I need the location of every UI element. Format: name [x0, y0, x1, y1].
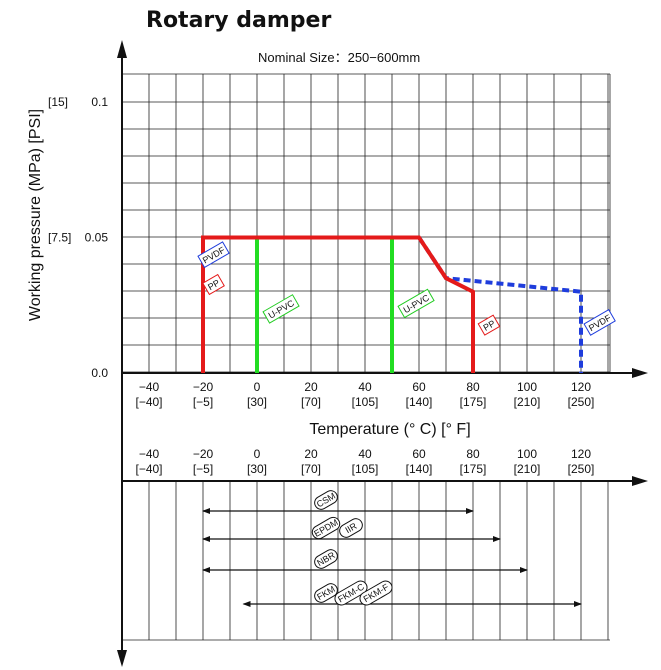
- material-label-box: [202, 273, 225, 296]
- material-label: U-PVC: [397, 288, 435, 319]
- range-label-box: [314, 549, 338, 569]
- x-axis-arrow-upper: [632, 368, 648, 378]
- x-tick-label: 20: [304, 380, 318, 394]
- range-label: EPDM: [311, 516, 341, 540]
- x-tick-label: −40: [139, 380, 160, 394]
- material-label: PP: [477, 314, 501, 336]
- x-tick-label: 80: [466, 380, 480, 394]
- y-axis-arrow-bottom: [117, 650, 127, 667]
- x-tick-label-f: [250]: [568, 395, 595, 409]
- lower-grid: [122, 481, 610, 641]
- x-tick-label-f: [−40]: [135, 462, 162, 476]
- material-label: U-PVC: [262, 294, 300, 324]
- range-label: IIR: [339, 518, 363, 538]
- x-tick-label-f: [70]: [301, 462, 321, 476]
- x-tick-label-f: [175]: [460, 395, 487, 409]
- series-layer: [201, 235, 583, 373]
- x-axis-label: Temperature (° C) [° F]: [309, 421, 470, 438]
- range-label-box: [314, 490, 338, 510]
- upper-grid: [122, 73, 611, 373]
- chart-subtitle: Nominal Size：250−600mm: [258, 50, 420, 65]
- x-tick-label-f: [−40]: [135, 395, 162, 409]
- figure-title: Rotary damper: [146, 8, 331, 33]
- x-tick-label: 40: [358, 447, 372, 461]
- x-tick-label-f: [105]: [352, 462, 379, 476]
- y-axis-label: Working pressure (MPa) [PSI]: [27, 109, 44, 321]
- x-tick-label: 100: [517, 447, 537, 461]
- y-tick-label: 0.05: [85, 231, 109, 245]
- range-label: NBR: [314, 549, 338, 569]
- y-tick-label: 0.1: [91, 95, 108, 109]
- x-tick-labels-upper: −40[−40] −20[−5] 0[30] 20[70] 40[105] 60[140]…: [135, 380, 594, 409]
- x-tick-label: 60: [412, 380, 426, 394]
- x-tick-label-f: [250]: [568, 462, 595, 476]
- x-tick-label: 80: [466, 447, 480, 461]
- range-label: FKM: [314, 583, 338, 603]
- range-label-box: [359, 580, 393, 606]
- x-tick-label: 120: [571, 447, 591, 461]
- x-tick-label-f: [140]: [406, 462, 433, 476]
- x-tick-label: −40: [139, 447, 160, 461]
- x-tick-label-f: [105]: [352, 395, 379, 409]
- x-tick-label: 100: [517, 380, 537, 394]
- material-label: PP: [202, 273, 225, 296]
- x-tick-labels-lower: −40[−40] −20[−5] 0[30] 20[70] 40[105] 60[140]…: [135, 447, 594, 476]
- y-axis-arrow-top: [117, 40, 127, 58]
- x-tick-label-f: [30]: [247, 395, 267, 409]
- x-tick-label-f: [−5]: [193, 462, 213, 476]
- range-label-box: [339, 518, 363, 538]
- x-tick-label-f: [175]: [460, 462, 487, 476]
- material-label-box: [477, 314, 501, 336]
- range-label-box: [311, 516, 341, 540]
- range-label-box: [334, 580, 368, 606]
- material-label: PVDF: [583, 309, 616, 336]
- x-axis-arrow-lower: [632, 476, 648, 486]
- x-tick-label: 60: [412, 447, 426, 461]
- range-label: CSM: [314, 490, 338, 510]
- x-tick-label-f: [210]: [514, 395, 541, 409]
- y-tick-label: 0.0: [91, 366, 108, 380]
- material-label-box: [262, 294, 300, 324]
- material-label-box: [397, 288, 435, 319]
- x-tick-label-f: [−5]: [193, 395, 213, 409]
- x-tick-label: 40: [358, 380, 372, 394]
- x-tick-label: 0: [254, 380, 261, 394]
- x-tick-label: 0: [254, 447, 261, 461]
- x-tick-label: −20: [193, 447, 214, 461]
- x-tick-label: −20: [193, 380, 214, 394]
- x-tick-label-f: [30]: [247, 462, 267, 476]
- x-tick-label-f: [70]: [301, 395, 321, 409]
- range-label-box: [314, 583, 338, 603]
- material-label-box: [197, 241, 230, 269]
- y-tick-psi-label: [15]: [48, 95, 68, 109]
- x-tick-label: 120: [571, 380, 591, 394]
- material-label-box: [583, 309, 616, 336]
- x-tick-label-f: [140]: [406, 395, 433, 409]
- x-tick-label: 20: [304, 447, 318, 461]
- y-tick-labels: 0.0 0.05 [7.5] 0.1 [15]: [48, 95, 108, 380]
- x-tick-label-f: [210]: [514, 462, 541, 476]
- y-tick-psi-label: [7.5]: [48, 231, 71, 245]
